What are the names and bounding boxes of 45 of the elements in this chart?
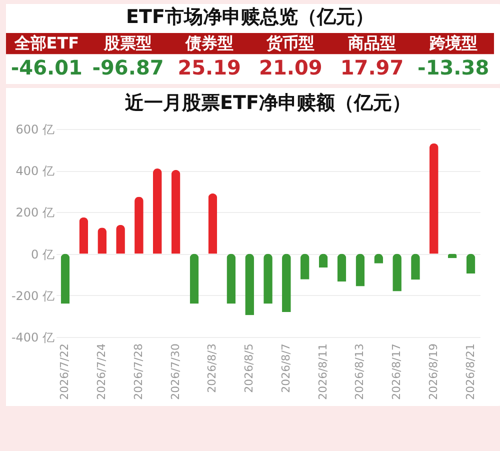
- bar: [429, 143, 438, 254]
- category-label: 股票型: [103, 34, 152, 53]
- bar: [98, 228, 107, 254]
- bar: [79, 217, 88, 254]
- bar: [226, 254, 236, 304]
- x-tick-label: 2026/8/3: [206, 344, 219, 393]
- y-tick-label: 400 亿: [16, 164, 54, 178]
- bar: [171, 170, 180, 254]
- x-tick-label: 2026/7/22: [58, 344, 72, 400]
- data-label: -96.87: [92, 55, 164, 80]
- bar: [356, 254, 365, 286]
- bar: [190, 254, 199, 304]
- bar: [208, 193, 218, 254]
- x-tick-label: 2026/8/7: [279, 344, 292, 393]
- bar: [466, 254, 476, 274]
- x-tick-label: 2026/7/24: [95, 344, 108, 400]
- x-tick-label: 2026/7/30: [168, 344, 182, 400]
- category-label: 商品型: [347, 34, 396, 53]
- category-label: 债券型: [184, 34, 234, 53]
- data-label: 17.97: [340, 55, 404, 80]
- x-tick-label: 2026/8/13: [353, 344, 366, 400]
- bar: [152, 168, 162, 254]
- y-tick-label: -200 亿: [11, 288, 54, 303]
- x-tick-label: 2026/8/5: [242, 344, 256, 393]
- x-tick-label: 2026/7/28: [132, 344, 145, 400]
- bar: [300, 254, 310, 280]
- category-label: 货币型: [266, 34, 315, 53]
- y-tick-label: 200 亿: [16, 206, 54, 220]
- y-tick-label: 600 亿: [16, 122, 54, 136]
- x-tick-label: 2026/8/21: [464, 344, 477, 400]
- x-tick-label: 2026/8/11: [316, 344, 330, 400]
- data-label: 21.09: [259, 55, 322, 80]
- data-label: -13.38: [418, 55, 490, 80]
- category-label: 全部ETF: [13, 34, 80, 53]
- data-label: 25.19: [178, 55, 241, 80]
- bar: [60, 254, 70, 304]
- category-label: 跨境型: [428, 34, 478, 53]
- y-tick-label: -400 亿: [11, 330, 54, 344]
- y-tick-label: 0 亿: [31, 247, 54, 262]
- data-label: -46.01: [10, 55, 82, 80]
- chart-title: 近一月股票ETF净申赎额（亿元）: [124, 92, 411, 114]
- text: ETF市场净申赎总览（亿元）: [126, 6, 374, 28]
- x-tick-label: 2026/8/17: [390, 344, 404, 400]
- bar: [337, 254, 346, 282]
- x-tick-label: 2026/8/19: [426, 344, 440, 400]
